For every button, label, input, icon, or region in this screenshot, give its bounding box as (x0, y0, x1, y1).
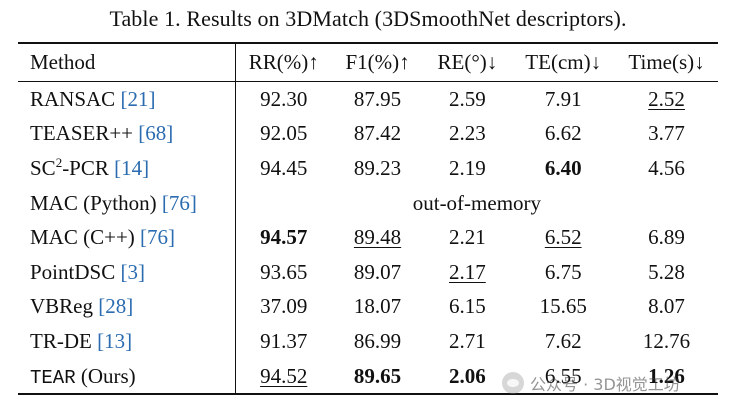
method-cell: TEASER++ [68] (18, 116, 236, 152)
method-name-prefix: SC (30, 155, 56, 180)
value-cell: 94.45 (260, 155, 308, 180)
value-cell: 2.52 (615, 82, 718, 117)
method-name-suffix: (Ours) (80, 363, 136, 388)
value-cell: 2.17 (423, 255, 511, 290)
citation-link[interactable]: [13] (97, 328, 133, 353)
best-value-cell: 2.06 (423, 358, 512, 396)
value-cell: 6.89 (648, 225, 685, 250)
col-header-te: TE(cm)↓ (511, 42, 616, 82)
value-cell: 86.99 (353, 328, 402, 353)
method-cell: MAC (Python) [76] (18, 185, 236, 221)
citation-link[interactable]: [3] (120, 259, 145, 284)
value-cell: 92.05 (260, 121, 308, 146)
table-row: PointDSC [3] 93.65 89.07 2.17 6.75 5.28 (18, 254, 718, 290)
method-name: PointDSC (30, 259, 116, 284)
second-best-value: 94.52 (260, 363, 308, 388)
value-cell: 91.37 (260, 328, 308, 353)
value-cell: 4.56 (648, 155, 685, 180)
header-row: Method RR(%)↑ F1(%)↑ RE(°)↓ TE(cm)↓ Time… (18, 42, 718, 82)
value-cell: 2.21 (448, 225, 486, 250)
best-value-cell: 1.26 (615, 358, 718, 396)
method-name-ours: TEAR (30, 366, 76, 389)
second-best-value: 2.17 (448, 259, 486, 284)
citation-link[interactable]: [28] (98, 294, 134, 319)
method-cell: MAC (C++) [76] (18, 220, 236, 255)
col-header-f1: F1(%)↑ (331, 42, 424, 82)
method-cell: TEAR (Ours) (18, 358, 236, 396)
value-cell: 93.65 (260, 259, 308, 284)
table-row: TEASER++ [68] 92.05 87.42 2.23 6.62 3.77 (18, 116, 718, 152)
second-best-value: 2.52 (648, 86, 685, 111)
method-name: VBReg (30, 294, 93, 319)
method-name-suffix: -PCR (62, 155, 109, 180)
table-row: VBReg [28] 37.09 18.07 6.15 15.65 8.07 (18, 289, 718, 325)
watermark-text: 公众号 · 3D视觉工坊 (530, 375, 680, 394)
citation-link[interactable]: [76] (161, 190, 197, 215)
best-value-cell: 6.40 (544, 155, 582, 180)
table-row: RANSAC [21] 92.30 87.95 2.59 7.91 2.52 (18, 81, 718, 117)
method-name: TR-DE (30, 328, 92, 353)
value-cell: 89.07 (353, 259, 402, 284)
value-cell: 2.19 (448, 155, 486, 180)
value-cell: 5.28 (648, 259, 685, 284)
value-cell: 18.07 (353, 294, 402, 319)
value-cell: 6.15 (448, 294, 486, 319)
citation-link[interactable]: [76] (140, 225, 176, 250)
value-cell: 6.75 (544, 259, 582, 284)
table-row: MAC (C++) [76] 94.57 89.48 2.21 6.52 6.8… (18, 220, 718, 255)
value-cell: 2.71 (448, 328, 486, 353)
value-cell: 7.91 (544, 86, 582, 111)
method-cell: PointDSC [3] (18, 254, 236, 290)
value-cell: 6.52 (511, 220, 615, 255)
second-best-value: 89.48 (353, 225, 402, 250)
table-row: SC2-PCR [14] 94.45 89.23 2.19 6.40 4.56 (18, 151, 718, 186)
value-cell: 2.23 (448, 121, 486, 146)
value-cell: 89.23 (353, 155, 402, 180)
value-cell: 6.62 (544, 121, 582, 146)
value-cell: 87.95 (353, 86, 402, 111)
citation-link[interactable]: [21] (120, 86, 156, 111)
wechat-icon (502, 372, 524, 394)
col-header-method: Method (18, 42, 236, 82)
col-header-re: RE(°)↓ (423, 42, 512, 82)
value-cell: 89.48 (332, 220, 424, 255)
watermark: 公众号 · 3D视觉工坊 (502, 370, 680, 396)
method-cell: VBReg [28] (18, 289, 236, 325)
results-table: Method RR(%)↑ F1(%)↑ RE(°)↓ TE(cm)↓ Time… (18, 42, 718, 396)
table-row: MAC (Python) [76] out-of-memory (18, 185, 718, 221)
table-row: TR-DE [13] 91.37 86.99 2.71 7.62 12.76 (18, 324, 718, 359)
best-value-cell: 89.65 (331, 358, 424, 396)
method-cell: SC2-PCR [14] (18, 151, 236, 186)
method-cell: TR-DE [13] (18, 324, 236, 359)
best-value-cell: 94.57 (260, 225, 308, 250)
value-cell: 37.09 (260, 294, 308, 319)
value-cell: 92.30 (260, 86, 308, 111)
citation-link[interactable]: [68] (138, 121, 174, 146)
citation-link[interactable]: [14] (114, 155, 150, 180)
value-cell: 3.77 (648, 121, 685, 146)
value-cell: 8.07 (648, 294, 685, 319)
method-name-superscript: 2 (55, 154, 63, 170)
col-header-rr: RR(%)↑ (235, 42, 332, 82)
table-row-ours: TEAR (Ours) 94.52 89.65 2.06 6.55 1.26 (18, 358, 718, 396)
method-name: MAC (Python) (30, 190, 157, 215)
value-cell: 12.76 (642, 328, 691, 353)
out-of-memory-cell: out-of-memory (412, 190, 542, 215)
value-cell: 15.65 (539, 294, 587, 319)
value-cell: 6.55 (511, 358, 616, 396)
value-cell: 94.52 (235, 358, 332, 396)
second-best-value: 6.52 (544, 225, 582, 250)
value-cell: 87.42 (353, 121, 402, 146)
method-name: MAC (C++) (30, 225, 135, 250)
col-header-time: Time(s)↓ (615, 42, 718, 82)
value-cell: 7.62 (544, 328, 582, 353)
table-caption: Table 1. Results on 3DMatch (3DSmoothNet… (109, 6, 627, 31)
method-name: RANSAC (30, 86, 116, 111)
method-name: TEASER++ (30, 121, 134, 146)
method-cell: RANSAC [21] (18, 81, 236, 117)
value-cell: 2.59 (448, 86, 486, 111)
